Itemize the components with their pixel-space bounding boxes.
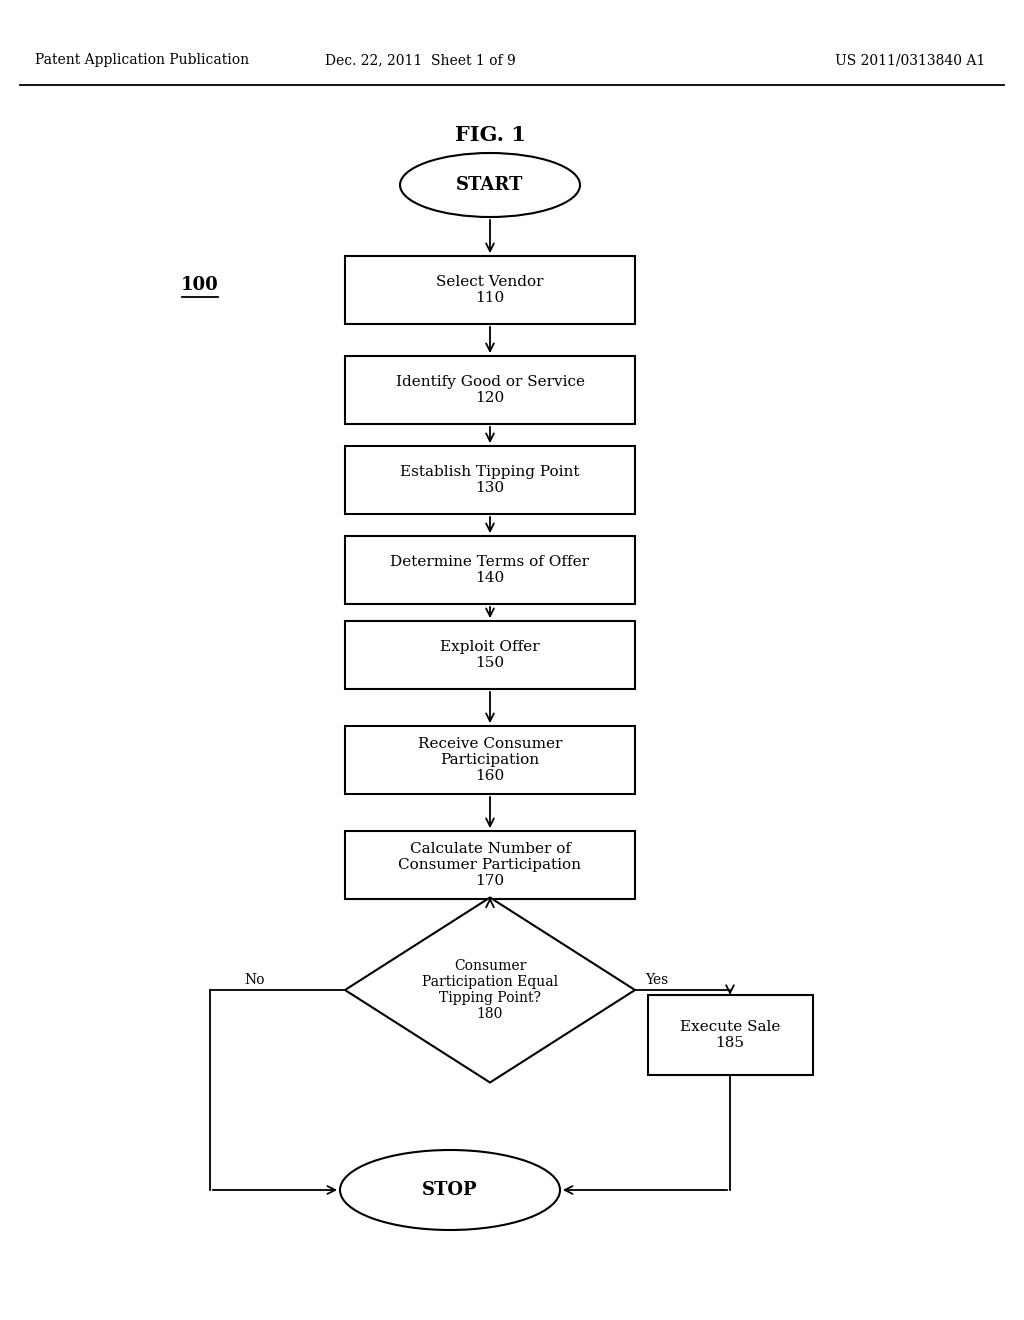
Text: Calculate Number of
Consumer Participation
170: Calculate Number of Consumer Participati… — [398, 842, 582, 888]
Text: Yes: Yes — [645, 973, 669, 987]
Text: Select Vendor
110: Select Vendor 110 — [436, 275, 544, 305]
Bar — [345, 832, 635, 899]
Bar — [647, 995, 812, 1074]
Text: Establish Tipping Point
130: Establish Tipping Point 130 — [400, 465, 580, 495]
Bar — [345, 446, 635, 513]
Text: Execute Sale
185: Execute Sale 185 — [680, 1020, 780, 1051]
Text: STOP: STOP — [422, 1181, 478, 1199]
Text: Dec. 22, 2011  Sheet 1 of 9: Dec. 22, 2011 Sheet 1 of 9 — [325, 53, 515, 67]
Text: Consumer
Participation Equal
Tipping Point?
180: Consumer Participation Equal Tipping Poi… — [422, 958, 558, 1022]
Bar — [345, 620, 635, 689]
Bar — [345, 536, 635, 605]
Text: Determine Terms of Offer
140: Determine Terms of Offer 140 — [390, 554, 590, 585]
Bar — [345, 256, 635, 323]
Text: Identify Good or Service
120: Identify Good or Service 120 — [395, 375, 585, 405]
Text: 100: 100 — [181, 276, 219, 294]
Text: US 2011/0313840 A1: US 2011/0313840 A1 — [835, 53, 985, 67]
Text: No: No — [245, 973, 265, 987]
Text: START: START — [457, 176, 523, 194]
Ellipse shape — [400, 153, 580, 216]
Text: FIG. 1: FIG. 1 — [455, 125, 525, 145]
Text: Patent Application Publication: Patent Application Publication — [35, 53, 249, 67]
Text: Exploit Offer
150: Exploit Offer 150 — [440, 640, 540, 671]
Polygon shape — [345, 898, 635, 1082]
Bar — [345, 356, 635, 424]
Bar — [345, 726, 635, 795]
Text: Receive Consumer
Participation
160: Receive Consumer Participation 160 — [418, 737, 562, 783]
Ellipse shape — [340, 1150, 560, 1230]
